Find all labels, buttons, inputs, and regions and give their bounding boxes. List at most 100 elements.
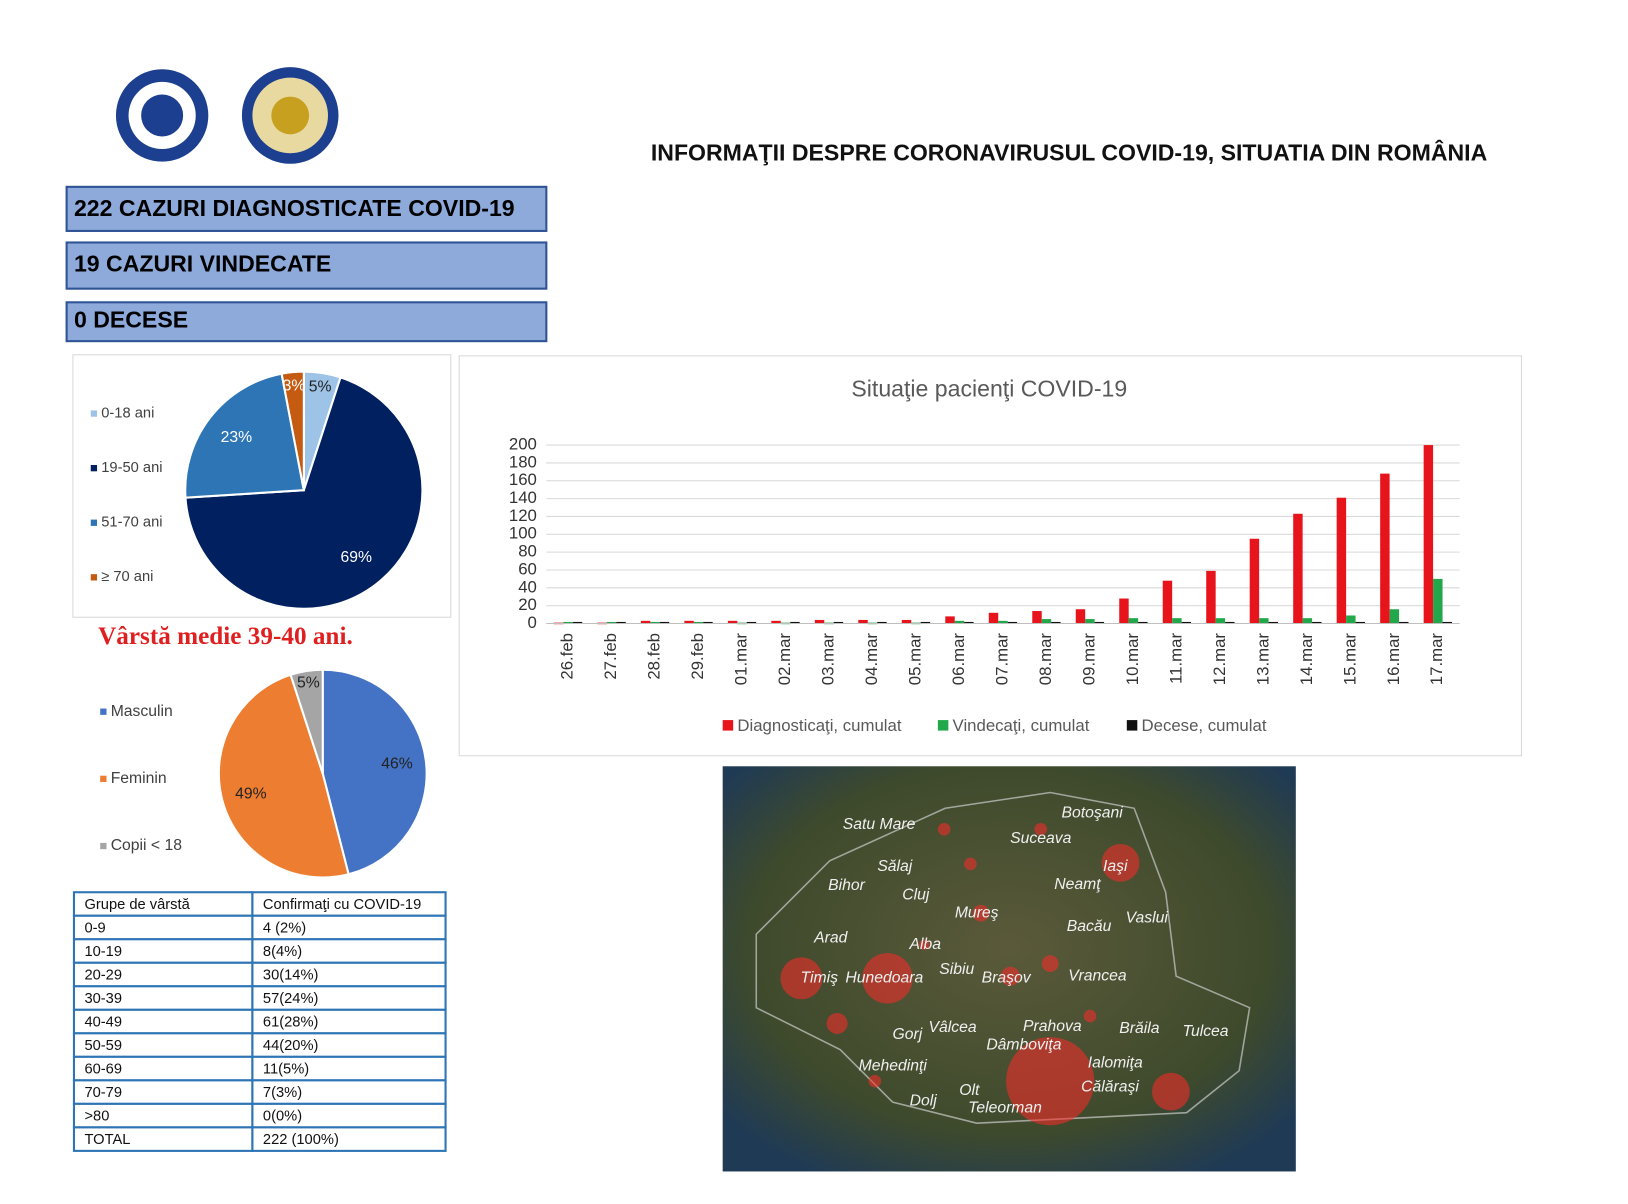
table-text: 70-79	[84, 1085, 122, 1101]
x-tick-label: 13.mar	[1253, 633, 1272, 686]
bar	[814, 619, 825, 624]
data-label: 49%	[235, 786, 267, 803]
table-text: 0-9	[84, 920, 105, 936]
map-label: Teleorman	[968, 1100, 1042, 1117]
note: Vârstă medie 39-40 ani.	[98, 623, 353, 650]
y-tick-label: 80	[518, 542, 537, 561]
bar	[1032, 611, 1042, 624]
page-title: INFORMAŢII DESPRE CORONAVIRUSUL COVID-19…	[651, 138, 1488, 165]
legend-label: Copii < 18	[111, 837, 183, 854]
pie-slice	[289, 668, 324, 774]
x-tick-label: 06.mar	[949, 633, 968, 686]
y-tick-label: 160	[509, 470, 537, 489]
map-label: Satu Mare	[843, 816, 916, 833]
table-text: 44(20%)	[263, 1038, 319, 1054]
bar	[901, 619, 912, 624]
bar	[920, 621, 931, 624]
pie-slice	[184, 372, 306, 499]
x-tick-label: 17.mar	[1427, 633, 1446, 686]
y-tick-label: 60	[518, 559, 537, 578]
y-tick-label: 180	[509, 452, 537, 471]
table-text: Grupe de vârstă	[84, 897, 190, 913]
bar	[964, 621, 974, 624]
bar	[1249, 538, 1260, 624]
bar	[1399, 621, 1409, 624]
map-label: Neamţ	[1054, 876, 1101, 893]
bar	[833, 621, 844, 624]
map-label: Gorj	[893, 1026, 923, 1043]
bar	[1336, 497, 1347, 624]
map-bubble	[1152, 1072, 1190, 1111]
map-label: Arad	[813, 930, 848, 947]
table-text: 30-39	[84, 991, 122, 1007]
table-text: TOTAL	[84, 1132, 130, 1148]
map-label: Vrancea	[1068, 967, 1127, 984]
x-tick-label: 16.mar	[1384, 633, 1403, 686]
x-tick-label: 27.feb	[601, 633, 620, 680]
map-label: Bacău	[1067, 918, 1112, 935]
map-label: Dolj	[910, 1092, 938, 1109]
map-bubble	[964, 857, 977, 871]
map-border	[755, 791, 1251, 1124]
bar	[1433, 578, 1443, 624]
map-label: Mehedinţi	[859, 1058, 928, 1075]
bar	[659, 621, 670, 624]
map-bubble	[1083, 1009, 1097, 1023]
stat-box	[65, 301, 548, 343]
legend-label: Decese, cumulat	[1142, 716, 1267, 735]
x-tick-label: 03.mar	[818, 633, 837, 686]
bar	[1380, 473, 1390, 624]
x-tick-label: 29.feb	[688, 633, 707, 680]
table-text: 0(0%)	[263, 1109, 302, 1125]
data-label: 69%	[340, 549, 372, 566]
map-label: Brăila	[1119, 1020, 1159, 1037]
map-label: Sibiu	[939, 961, 974, 978]
bar	[771, 620, 781, 624]
map-label: Braşov	[982, 969, 1032, 986]
legend-swatch	[90, 519, 98, 526]
map-label: Prahova	[1023, 1018, 1082, 1035]
table-text: 8(4%)	[263, 944, 302, 960]
bar	[1442, 621, 1452, 624]
map-label: Alba	[909, 936, 942, 953]
bar	[746, 621, 757, 624]
bar	[1162, 580, 1173, 624]
table-text: 20-29	[84, 967, 122, 983]
x-tick-label: 02.mar	[775, 633, 794, 686]
data-label: 5%	[297, 674, 320, 691]
map-bubble	[972, 904, 990, 922]
data-label: 46%	[381, 755, 413, 772]
map-bubble	[868, 1074, 882, 1088]
legend-label: Vindecaţi, cumulat	[953, 716, 1090, 735]
data-label: 5%	[309, 378, 332, 395]
map-label: Sălaj	[877, 858, 912, 875]
map-label: Suceava	[1010, 830, 1071, 847]
bar	[1215, 618, 1226, 624]
bar	[693, 621, 704, 624]
y-tick-label: 140	[509, 488, 537, 507]
x-tick-label: 05.mar	[905, 633, 924, 686]
bar	[988, 612, 999, 624]
bar	[1206, 570, 1216, 624]
legend-label: 0-18 ani	[101, 405, 154, 421]
x-tick-label: 12.mar	[1210, 633, 1229, 686]
data-label: 23%	[221, 429, 253, 446]
map-label: Iaşi	[1103, 858, 1128, 875]
pie-slice	[184, 376, 424, 610]
map-label: Dâmboviţa	[986, 1037, 1061, 1054]
table-text: 7(3%)	[263, 1085, 302, 1101]
bar	[650, 621, 660, 624]
bar	[1119, 598, 1129, 624]
y-tick-label: 20	[518, 595, 537, 614]
bar	[1225, 621, 1235, 624]
x-tick-label: 09.mar	[1079, 633, 1098, 686]
stat: 19 CAZURI VINDECATE	[74, 251, 331, 277]
bar	[1172, 618, 1182, 624]
map-label: Timiş	[801, 969, 839, 986]
pie-slice	[280, 370, 305, 491]
bar	[1293, 513, 1303, 624]
map-bubble	[1101, 843, 1140, 882]
map-bubble	[918, 939, 930, 950]
bar	[727, 620, 738, 624]
map-label: Cluj	[902, 887, 930, 904]
